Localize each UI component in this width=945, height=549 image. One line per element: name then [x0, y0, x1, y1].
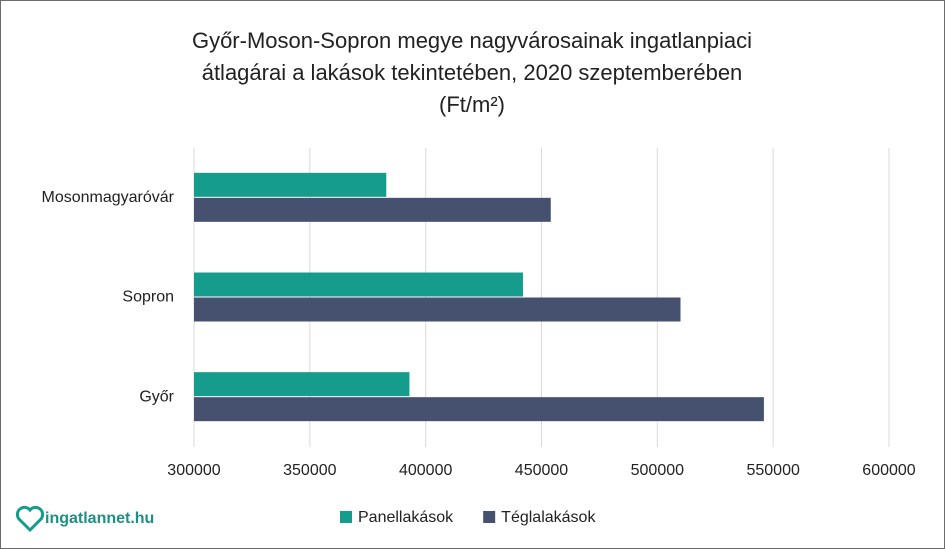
chart-title: (Ft/m²) [439, 92, 505, 117]
x-tick-label: 450000 [515, 462, 568, 479]
bar [194, 297, 681, 322]
x-tick-label: 550000 [746, 462, 799, 479]
x-tick-label: 300000 [167, 462, 220, 479]
chart-title: átlagárai a lakások tekintetében, 2020 s… [202, 60, 743, 85]
chart-title: Győr-Moson-Sopron megye nagyvárosainak i… [192, 28, 752, 53]
y-tick-label: Sopron [122, 289, 174, 306]
legend-label: Téglalakások [501, 509, 596, 526]
bar [194, 197, 551, 222]
y-tick-label: Mosonmagyaróvár [42, 189, 175, 206]
logo: ingatlannet.hu [15, 505, 154, 533]
logo-icon [15, 505, 45, 533]
legend-label: Panellakások [358, 509, 454, 526]
logo-text: ingatlannet.hu [45, 510, 154, 527]
x-tick-label: 400000 [399, 462, 452, 479]
legend-swatch [340, 511, 352, 523]
x-tick-label: 600000 [862, 462, 915, 479]
bar [194, 172, 387, 197]
bar [194, 272, 523, 297]
y-tick-label: Győr [139, 388, 174, 405]
bar [194, 397, 764, 422]
x-tick-label: 500000 [631, 462, 684, 479]
legend-swatch [483, 511, 496, 523]
x-tick-label: 350000 [283, 462, 336, 479]
bar [194, 372, 410, 397]
